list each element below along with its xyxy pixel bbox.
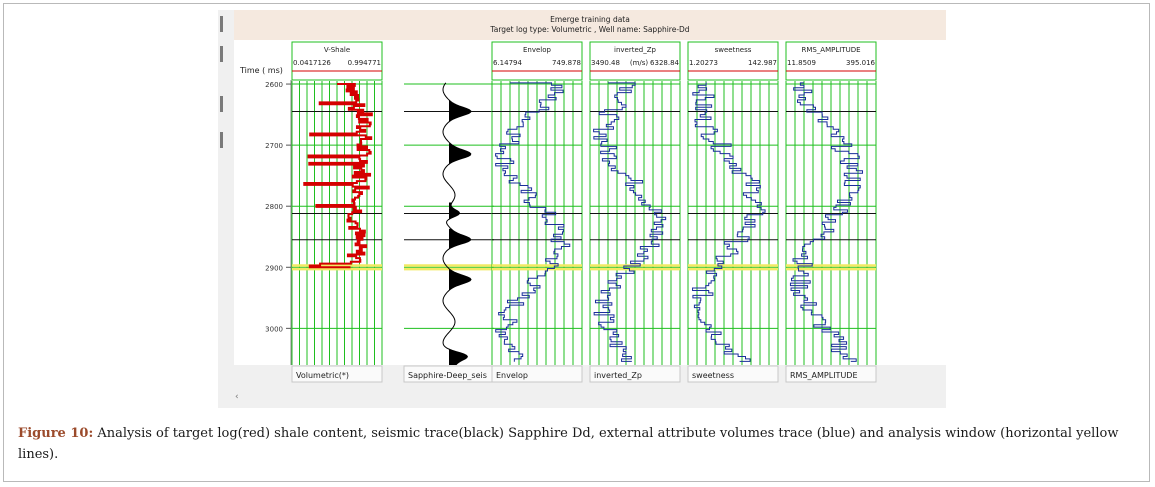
figure-frame bbox=[3, 3, 1150, 482]
track-max: 6328.84 bbox=[650, 59, 679, 67]
track-footer-box bbox=[291, 365, 383, 383]
track-header-box bbox=[785, 41, 877, 81]
vshale-curve bbox=[303, 83, 373, 269]
log-plot-area: Time ( ms) 2600 2700 2800 2900 3000 V-Shale 0.0… bbox=[234, 40, 946, 367]
figure-caption: Figure 10: Analysis of target log(red) s… bbox=[18, 423, 1143, 465]
toolbar-grip[interactable] bbox=[220, 132, 223, 148]
time-tick-label: 2900 bbox=[265, 264, 283, 272]
time-tick-label: 2800 bbox=[265, 203, 283, 211]
track-header-box bbox=[491, 41, 583, 81]
seismic-positive-lobe bbox=[449, 143, 471, 166]
track-footer-box bbox=[491, 365, 583, 383]
seismic-positive-lobe bbox=[449, 344, 468, 367]
attribute-curve bbox=[789, 82, 864, 362]
seismic-positive-lobe bbox=[449, 228, 471, 251]
plot-title-bar: Emerge training data Target log type: Vo… bbox=[234, 10, 946, 40]
caption-text: Analysis of target log(red) shale conten… bbox=[18, 426, 1119, 462]
left-toolbar bbox=[218, 10, 234, 408]
track-footer-row: Volumetric(*) Sapphire-Deep_seis Envelop in… bbox=[291, 365, 877, 383]
track-min: 6.14794 bbox=[493, 59, 522, 67]
plot-title: Emerge training data bbox=[550, 15, 630, 24]
time-axis-label: Time ( ms) bbox=[239, 66, 283, 75]
track-min: 11.8509 bbox=[787, 59, 816, 67]
track-footer-label: Sapphire-Deep_seis bbox=[408, 371, 487, 380]
track-header-box bbox=[291, 41, 383, 81]
track-title: sweetness bbox=[715, 46, 752, 54]
track-header-box bbox=[589, 41, 681, 81]
track-footer-box bbox=[785, 365, 877, 383]
track-max: 749.878 bbox=[552, 59, 581, 67]
track-footer-box bbox=[589, 365, 681, 383]
attribute-curve bbox=[495, 82, 571, 362]
track-unit: (m/s) bbox=[630, 59, 649, 67]
time-tick-label: 3000 bbox=[265, 325, 283, 333]
seismic-positive-lobe bbox=[449, 202, 460, 225]
time-tick-label: 2600 bbox=[265, 81, 283, 89]
track-footer-label: Envelop bbox=[496, 371, 528, 380]
track-max: 142.987 bbox=[748, 59, 777, 67]
seismic-positive-lobe bbox=[449, 268, 471, 291]
figure-label: Figure 10: bbox=[18, 426, 94, 441]
track-footer-box bbox=[687, 365, 779, 383]
time-tick-label: 2700 bbox=[265, 142, 283, 150]
track-footer-label: sweetness bbox=[692, 371, 734, 380]
seismic-positive-lobe bbox=[449, 100, 471, 123]
attribute-curve bbox=[692, 82, 766, 362]
attribute-curve bbox=[593, 82, 667, 362]
toolbar-grip[interactable] bbox=[220, 46, 223, 62]
log-tracks-svg: Time ( ms) 2600 2700 2800 2900 3000 V-Shale 0.0… bbox=[239, 41, 877, 367]
track-min: 0.0417126 bbox=[293, 59, 331, 67]
track-footer-label: RMS_AMPLITUDE bbox=[790, 371, 858, 380]
track-min: 1.20273 bbox=[689, 59, 718, 67]
track-max: 395.016 bbox=[846, 59, 875, 67]
scroll-left-icon[interactable]: ‹ bbox=[235, 392, 239, 402]
emerge-window: Emerge training data Target log type: Vo… bbox=[218, 10, 946, 408]
track-title: RMS_AMPLITUDE bbox=[801, 46, 860, 54]
seismic-trace bbox=[442, 82, 472, 366]
track-min: 3490.48 bbox=[591, 59, 620, 67]
horizontal-scrollbar[interactable]: ‹ Volumetric(*) Sapphire-Deep_seis Envelop… bbox=[234, 365, 946, 408]
track-title: inverted_Zp bbox=[614, 46, 656, 54]
track-footer-label: Volumetric(*) bbox=[296, 371, 349, 380]
track-title: V-Shale bbox=[324, 46, 350, 54]
track-title: Envelop bbox=[523, 46, 552, 54]
toolbar-grip[interactable] bbox=[220, 96, 223, 112]
toolbar-grip[interactable] bbox=[220, 16, 223, 32]
plot-subtitle: Target log type: Volumetric , Well name:… bbox=[490, 25, 690, 34]
track-header-box bbox=[687, 41, 779, 81]
track-footer-label: inverted_Zp bbox=[594, 371, 642, 380]
track-max: 0.994771 bbox=[348, 59, 381, 67]
